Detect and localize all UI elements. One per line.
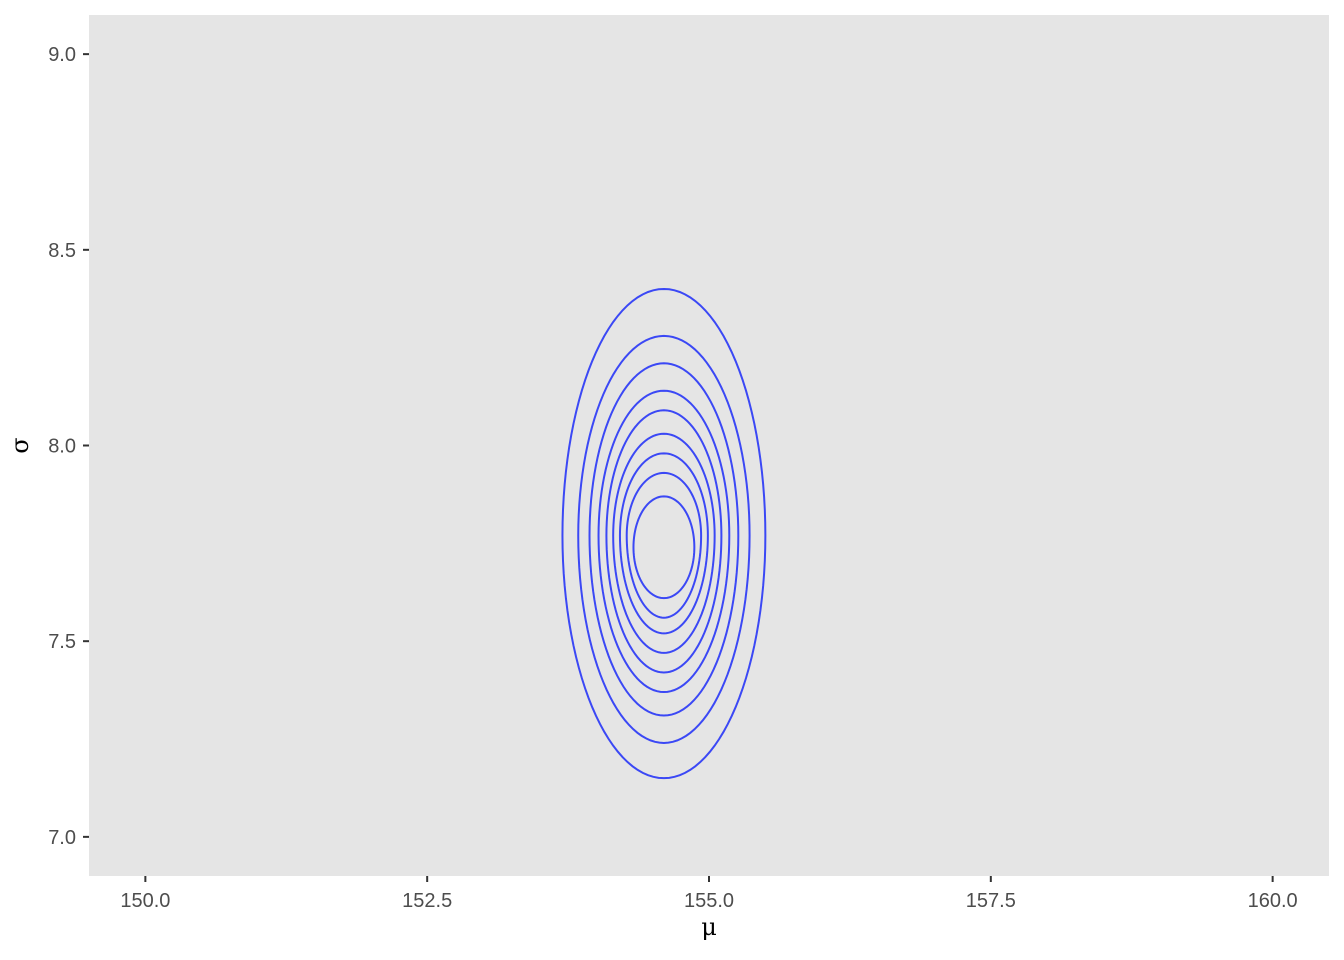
y-tick-label: 7.5 — [48, 631, 76, 653]
contour-line-2 — [577, 334, 751, 744]
contour-line-9 — [632, 495, 696, 600]
y-tick-label: 9.0 — [48, 44, 76, 66]
contour-line-8 — [625, 471, 703, 619]
x-tick-label: 150.0 — [120, 890, 170, 912]
x-tick-label: 157.5 — [966, 890, 1016, 912]
contour-line-7 — [618, 452, 709, 635]
x-tick-label: 152.5 — [402, 890, 452, 912]
y-axis-title: σ — [6, 437, 34, 453]
contour-line-6 — [612, 432, 716, 654]
y-tick-label: 8.0 — [48, 436, 76, 458]
contour-line-1 — [561, 287, 767, 780]
contour-lines — [561, 287, 767, 780]
y-tick-label: 8.5 — [48, 240, 76, 262]
contour-line-3 — [588, 362, 740, 717]
y-tick-label: 7.0 — [48, 827, 76, 849]
x-tick-label: 155.0 — [684, 890, 734, 912]
contour-line-5 — [605, 409, 723, 674]
contour-line-4 — [597, 389, 731, 694]
x-axis-title: μ — [701, 913, 717, 941]
x-tick-label: 160.0 — [1248, 890, 1298, 912]
plot-panel — [89, 15, 1329, 876]
y-axis: 7.0 7.5 8.0 8.5 9.0 — [48, 44, 89, 849]
x-axis: 150.0 152.5 155.0 157.5 160.0 — [120, 876, 1298, 912]
